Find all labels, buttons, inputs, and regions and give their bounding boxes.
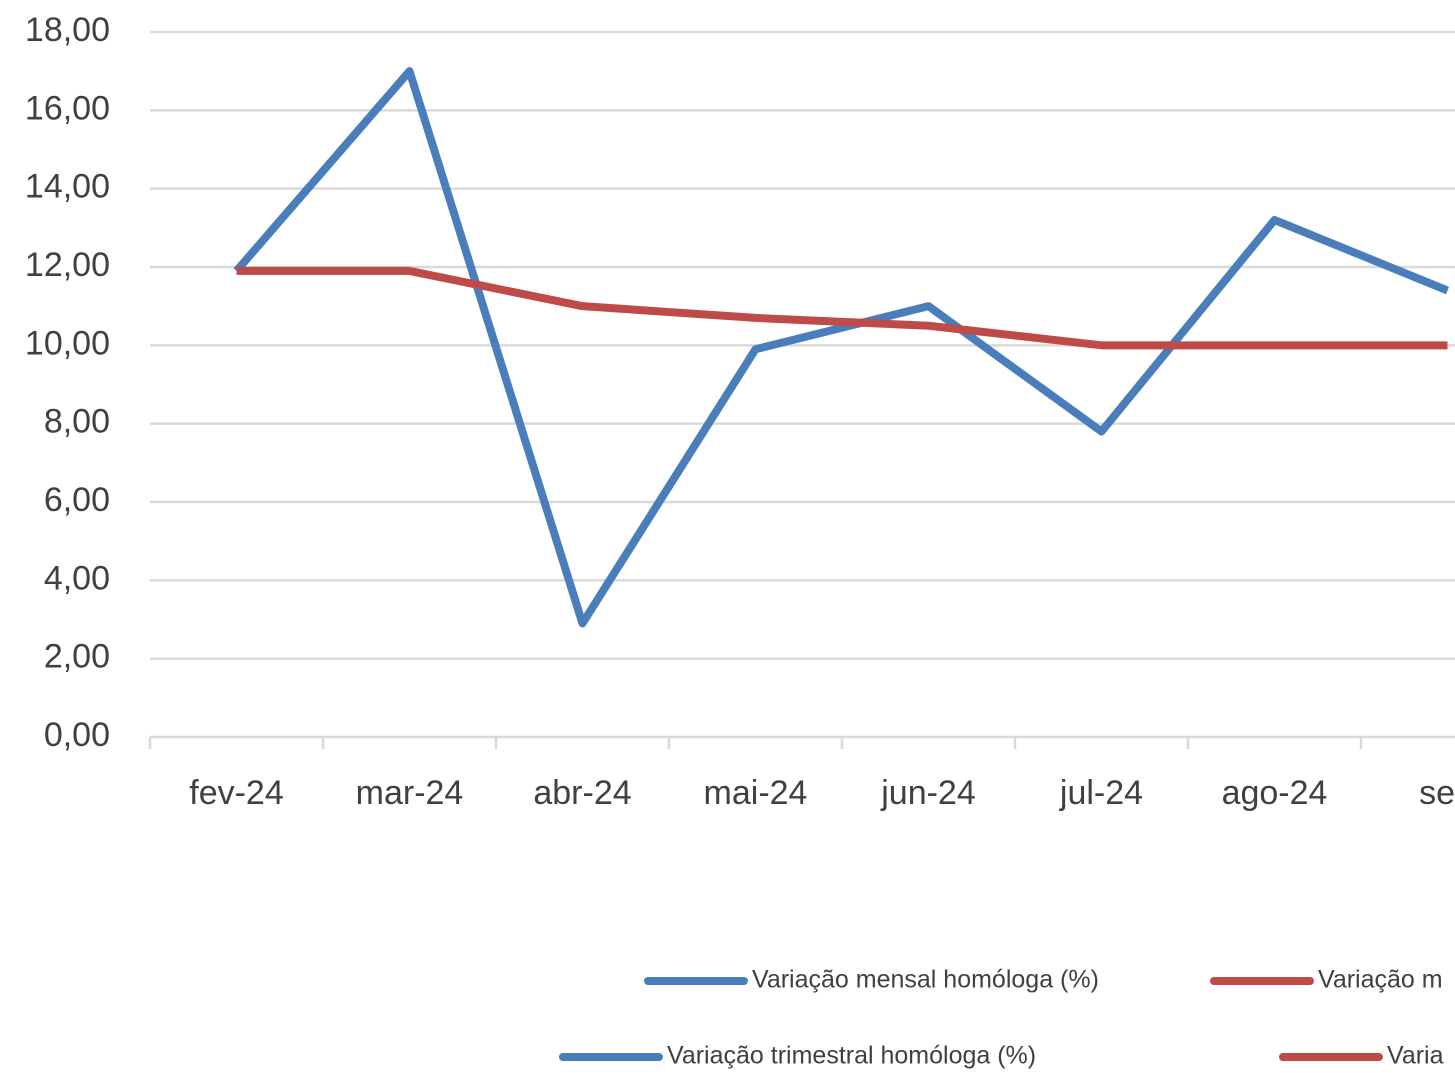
x-tick-label: mai-24 <box>704 774 808 812</box>
x-tick-label: set- <box>1419 774 1455 812</box>
x-tick-label: ago-24 <box>1222 774 1328 812</box>
legend-label: Variação m <box>1318 966 1443 994</box>
y-tick-label: 10,00 <box>25 324 110 362</box>
y-tick-label: 2,00 <box>44 638 110 676</box>
y-tick-label: 8,00 <box>44 403 110 441</box>
series-line <box>233 67 1450 628</box>
x-tick-label: fev-24 <box>189 774 284 812</box>
x-tick-label: abr-24 <box>533 774 631 812</box>
y-tick-label: 14,00 <box>25 168 110 206</box>
legend-label: Varia <box>1387 1042 1444 1070</box>
x-tick-label: jun-24 <box>880 774 976 812</box>
legend-label: Variação mensal homóloga (%) <box>752 966 1099 994</box>
y-tick-label: 6,00 <box>44 481 110 519</box>
y-tick-label: 4,00 <box>44 559 110 597</box>
y-tick-label: 16,00 <box>25 89 110 127</box>
y-tick-label: 18,00 <box>25 11 110 49</box>
x-tick-label: mar-24 <box>356 774 464 812</box>
y-tick-label: 0,00 <box>44 716 110 754</box>
series-line <box>236 266 1448 350</box>
legend-label: Variação trimestral homóloga (%) <box>667 1042 1036 1070</box>
x-tick-label: jul-24 <box>1059 774 1143 812</box>
y-tick-label: 12,00 <box>25 246 110 284</box>
